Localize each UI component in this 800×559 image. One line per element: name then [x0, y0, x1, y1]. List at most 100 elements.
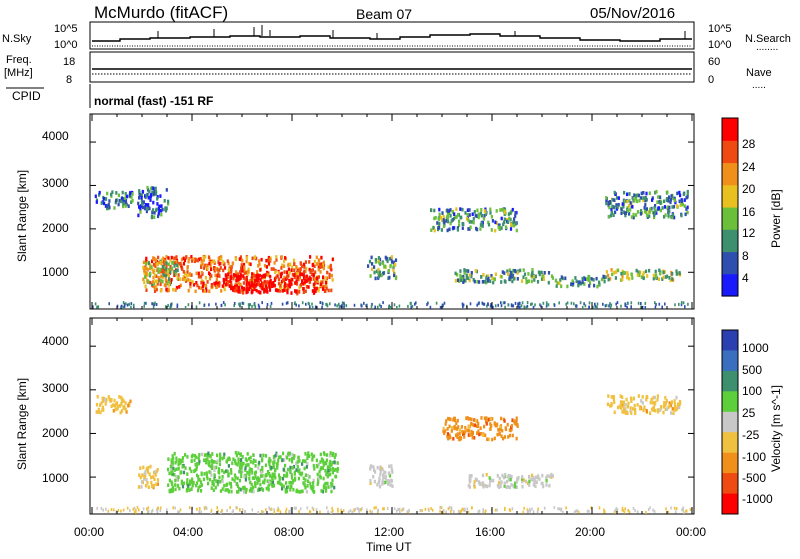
velocity-cell: [227, 456, 230, 461]
power-cell: [288, 282, 291, 287]
velocity-cell: [202, 477, 205, 482]
power-cell: [284, 282, 287, 286]
power-cell: [479, 223, 482, 227]
power-cell: [239, 290, 242, 294]
power-ground-cell: [605, 303, 608, 307]
power-cell: [122, 204, 125, 209]
velocity-cell: [444, 429, 447, 433]
velocity-ground-cell: [269, 507, 271, 511]
velocity-ground-cell: [132, 507, 135, 511]
power-cell: [253, 282, 256, 287]
power-cell: [462, 275, 465, 279]
velocity-cell: [307, 451, 310, 455]
velocity-cell: [379, 465, 382, 469]
velocity-cell: [221, 487, 224, 491]
power-cell: [523, 272, 527, 277]
power-cell: [218, 255, 222, 260]
velocity-cell: [147, 466, 150, 470]
velocity-ground-cell: [553, 506, 556, 510]
power-cell: [367, 264, 370, 268]
power-cell: [157, 211, 160, 216]
power-cell: [145, 266, 148, 271]
power-cell: [607, 273, 610, 278]
power-cell: [642, 198, 645, 203]
velocity-cell: [321, 458, 324, 462]
velocity-cell: [376, 465, 379, 470]
power-cell: [303, 269, 306, 274]
velocity-cell: [332, 451, 335, 456]
power-cell: [370, 255, 373, 260]
velocity-cell: [141, 473, 144, 477]
power-cell: [142, 260, 145, 265]
power-cell: [266, 280, 269, 284]
velocity-cell: [207, 481, 210, 486]
velocity-cell: [272, 474, 275, 479]
power-cell: [630, 215, 633, 219]
power-cell: [388, 257, 391, 261]
velocity-cell: [187, 486, 190, 491]
power-cell: [654, 210, 657, 215]
power-cell: [218, 274, 221, 278]
velocity-ground-cell: [532, 510, 535, 514]
power-cell: [228, 284, 232, 289]
power-cell: [487, 274, 490, 278]
power-cell: [652, 273, 655, 278]
power-ground-cell: [592, 305, 594, 309]
power-cell: [275, 275, 278, 280]
velocity-cell: [262, 480, 265, 484]
velocity-cell: [303, 483, 306, 487]
power-cell: [527, 272, 530, 276]
velocity-cell: [208, 463, 211, 467]
power-cell: [200, 259, 203, 263]
power-ground-cell: [242, 301, 245, 305]
velocity-cell: [473, 480, 476, 484]
velocity-ground-cell: [277, 506, 279, 510]
velocity-ground-cell: [356, 507, 359, 510]
power-cell: [105, 204, 108, 208]
power-cell: [288, 270, 291, 275]
nave-tick-top: 60: [708, 56, 720, 68]
velocity-cell: [384, 475, 387, 479]
velocity-cell: [607, 394, 610, 398]
velocity-cell: [325, 453, 329, 457]
velocity-colorbar-swatch: [722, 350, 738, 372]
velocity-ground-cell: [200, 510, 202, 514]
velocity-ground-cell: [337, 509, 339, 513]
velocity-ytick-3000: 3000: [42, 381, 69, 395]
power-ground-cell: [239, 304, 241, 308]
power-cell: [250, 289, 253, 293]
power-cell: [250, 281, 253, 285]
velocity-cell: [256, 481, 259, 485]
power-cell: [628, 192, 631, 196]
velocity-cell: [534, 484, 537, 489]
power-cell: [197, 274, 200, 279]
power-ground-cell: [336, 304, 338, 308]
velocity-cell: [240, 458, 243, 462]
velocity-ground-cell: [675, 507, 678, 511]
power-cell: [150, 265, 153, 269]
velocity-ground-cell: [459, 510, 462, 514]
power-cell: [635, 268, 638, 273]
power-cell: [156, 262, 159, 266]
velocity-ground-cell: [236, 506, 238, 510]
power-cell: [489, 211, 492, 215]
velocity-cell: [176, 483, 180, 488]
power-cell: [652, 276, 655, 281]
power-cell: [214, 283, 217, 287]
power-cell: [156, 202, 159, 206]
power-cell: [686, 189, 689, 194]
power-axis-ticks: [90, 114, 694, 309]
power-cell: [302, 287, 305, 291]
velocity-cell: [194, 462, 197, 467]
velocity-cell: [100, 401, 103, 405]
velocity-cell: [456, 432, 459, 436]
power-cell: [612, 213, 615, 217]
power-cell: [215, 277, 218, 282]
velocity-ground-cell: [586, 509, 589, 513]
power-cell: [622, 205, 625, 209]
power-cell: [217, 268, 220, 273]
power-cell: [681, 199, 684, 204]
power-cell: [215, 285, 218, 289]
power-cell: [672, 196, 675, 200]
velocity-ground-cell: [529, 509, 531, 513]
